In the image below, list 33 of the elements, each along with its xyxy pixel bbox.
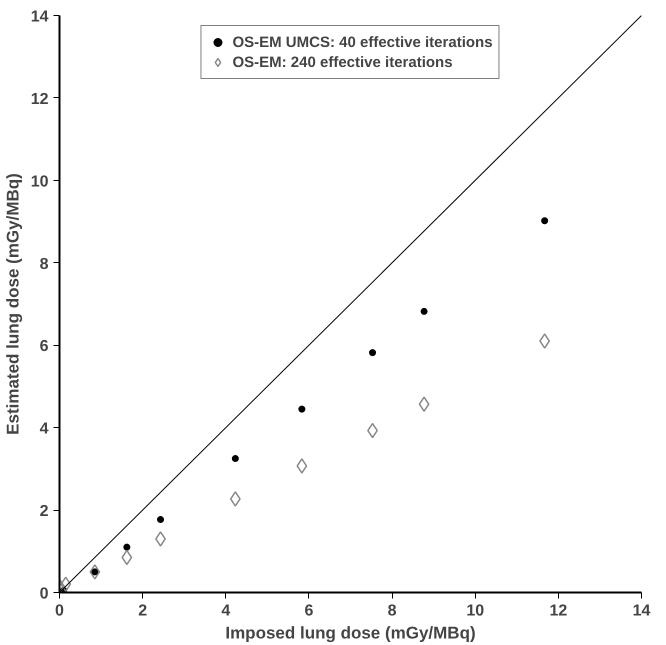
point: [296, 458, 308, 474]
point: [121, 550, 132, 566]
legend-label: OS-EM: 240 effective iterations: [232, 54, 453, 70]
y-tick-label: 14: [30, 8, 49, 26]
x-tick-label: 14: [632, 602, 650, 620]
y-tick-label: 8: [40, 256, 49, 273]
point: [157, 516, 164, 524]
point: [123, 544, 130, 551]
point: [420, 308, 428, 315]
x-tick-label: 10: [466, 602, 484, 620]
point: [541, 217, 548, 224]
x-tick-label: 8: [388, 602, 397, 620]
legend-label: OS-EM UMCS: 40 effective iterations: [232, 34, 493, 50]
x-tick-label: 4: [221, 602, 230, 620]
y-tick-label: 4: [40, 420, 49, 438]
y-tick-label: 0: [40, 586, 49, 602]
x-tick-label: 6: [304, 602, 314, 620]
x-tick-label: 12: [549, 602, 568, 620]
point: [60, 576, 72, 592]
point: [539, 333, 550, 349]
x-tick-label: 0: [55, 602, 64, 620]
y-axis-title: Estimated lung dose (mGy/MBq): [4, 173, 23, 435]
point: [298, 406, 306, 413]
y-tick-label: 6: [40, 338, 49, 356]
point: [232, 455, 239, 462]
y-tick-label: 12: [30, 90, 49, 108]
point: [230, 491, 241, 507]
x-tick-label: 2: [138, 602, 148, 620]
y-tick-label: 2: [40, 503, 49, 520]
point: [369, 349, 376, 356]
x-axis-title: Imposed lung dose (mGy/MBq): [225, 624, 476, 642]
point: [89, 564, 100, 580]
y-tick-label: 10: [30, 173, 49, 190]
